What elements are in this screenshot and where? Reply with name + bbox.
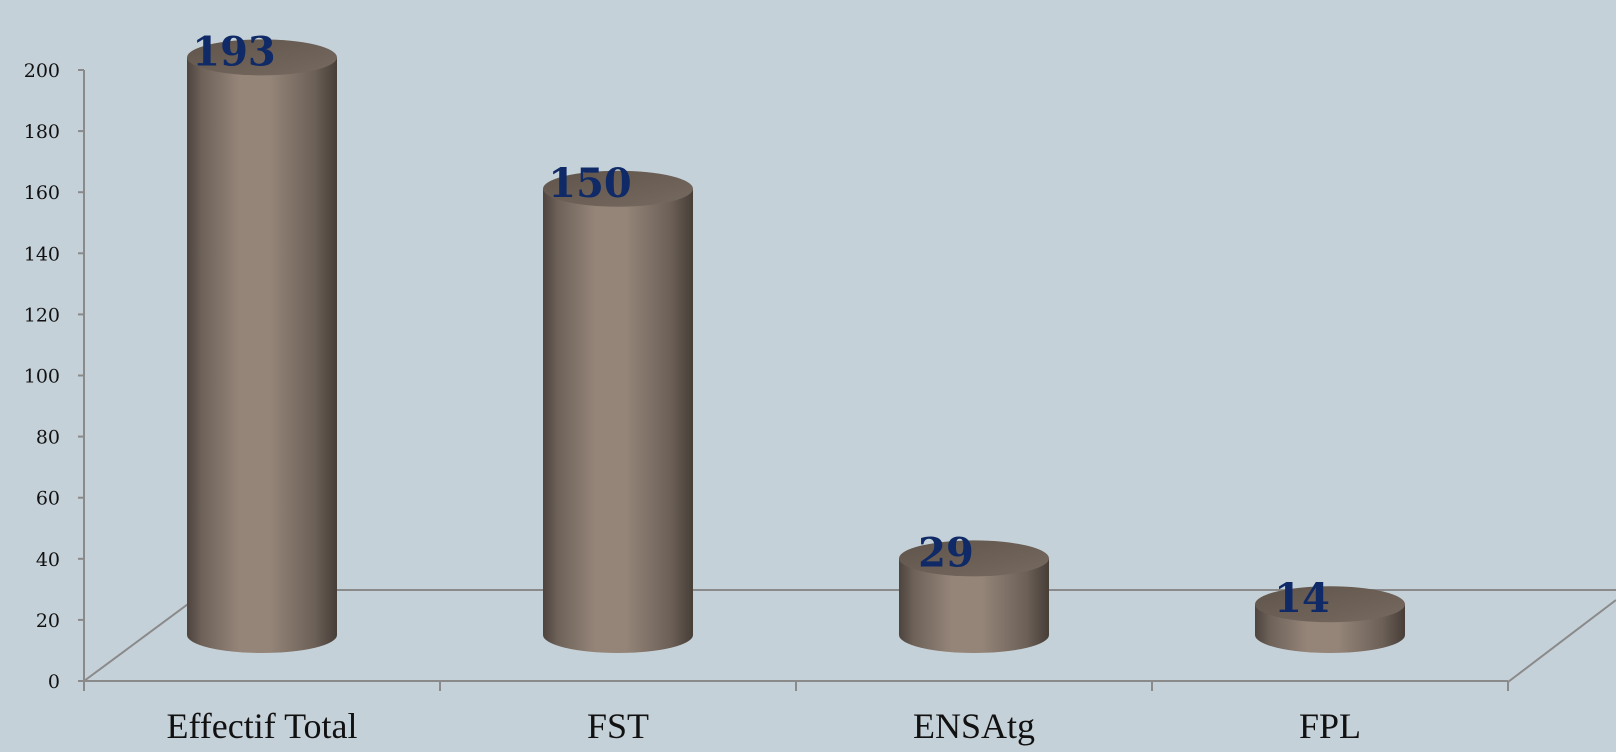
y-tick-label: 200 [24, 60, 60, 82]
y-tick-label: 20 [36, 610, 60, 632]
data-label: 150 [548, 160, 632, 207]
x-tick-label: FPL [1299, 706, 1361, 746]
y-tick-label: 40 [36, 549, 60, 571]
x-tick-label: Effectif Total [166, 706, 357, 746]
x-tick-label: ENSAtg [913, 706, 1035, 746]
bar-body [187, 57, 337, 653]
bar-top [187, 39, 337, 76]
bar [1255, 586, 1405, 653]
bar [543, 170, 693, 653]
floor-right-edge [1507, 599, 1616, 683]
x-axis: Effectif Total FST ENSAtg FPL [83, 680, 1509, 746]
bar-top [899, 540, 1049, 577]
y-tick-label: 100 [24, 366, 60, 388]
bar-body [543, 188, 693, 653]
y-tick-label: 0 [48, 671, 60, 693]
bar [899, 540, 1049, 653]
data-label: 29 [918, 529, 974, 576]
y-tick-label: 60 [36, 488, 60, 510]
bar-top [1255, 586, 1405, 623]
y-tick-label: 160 [24, 182, 60, 204]
bar [187, 39, 337, 653]
bars [187, 39, 1405, 653]
y-axis: 0 20 40 60 80 100 120 140 160 180 200 [24, 60, 85, 693]
bar-top [543, 170, 693, 207]
bar-body [899, 558, 1049, 653]
y-tick-label: 80 [36, 427, 60, 449]
x-tick-label: FST [587, 706, 649, 746]
data-label: 14 [1274, 575, 1330, 622]
data-labels: 193 150 29 14 [192, 28, 1330, 622]
y-tick-label: 180 [24, 121, 60, 143]
y-tick-label: 140 [24, 243, 60, 265]
data-label: 193 [192, 28, 276, 75]
y-tick-label: 120 [24, 304, 60, 326]
